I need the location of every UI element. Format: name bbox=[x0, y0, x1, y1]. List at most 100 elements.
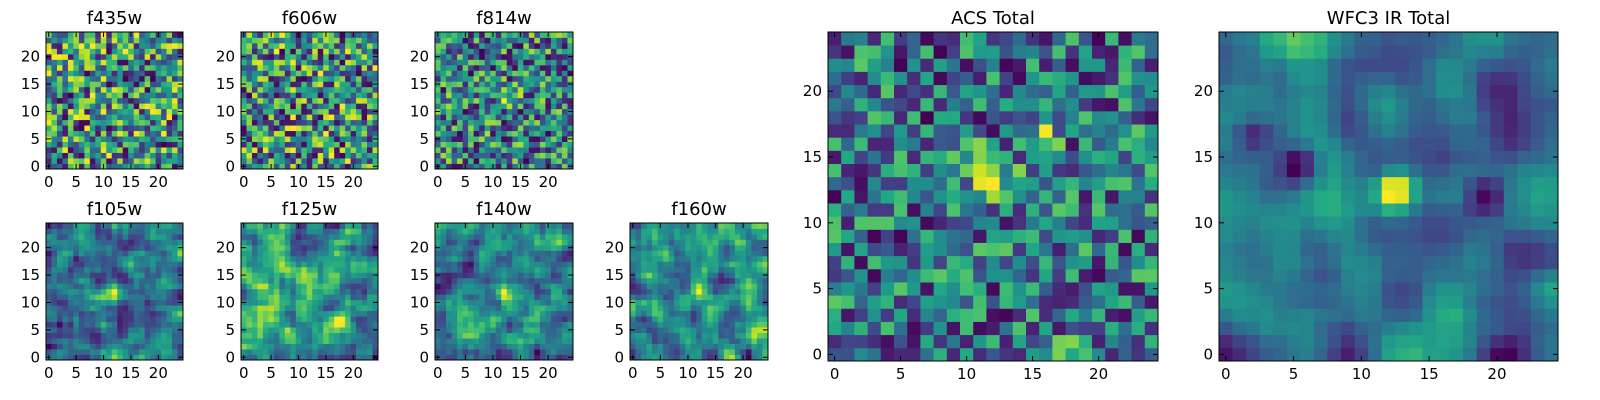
heatmap-cell bbox=[339, 310, 346, 317]
y-tick-label: 0 bbox=[419, 348, 429, 366]
heatmap-cell bbox=[84, 327, 91, 333]
heatmap-cell bbox=[73, 288, 80, 295]
heatmap-cell bbox=[128, 310, 135, 317]
heatmap-cell bbox=[545, 305, 552, 312]
heatmap-cell bbox=[51, 147, 58, 153]
heatmap-cell bbox=[84, 332, 91, 339]
heatmap-cell bbox=[172, 92, 178, 99]
heatmap-cell bbox=[745, 261, 752, 268]
heatmap-cell bbox=[128, 97, 135, 104]
heatmap-cell bbox=[756, 261, 763, 268]
heatmap-cell bbox=[468, 272, 475, 279]
heatmap-cell bbox=[62, 288, 69, 295]
heatmap-cell bbox=[361, 277, 368, 284]
heatmap-cell bbox=[495, 277, 502, 284]
heatmap-cell bbox=[550, 75, 557, 82]
heatmap-cell bbox=[95, 266, 102, 273]
heatmap-cell bbox=[51, 141, 58, 148]
heatmap-cell bbox=[117, 86, 124, 93]
heatmap-cell bbox=[339, 305, 346, 312]
heatmap-cell bbox=[73, 255, 80, 262]
heatmap-cell bbox=[523, 233, 530, 240]
heatmap-cell bbox=[111, 299, 118, 306]
heatmap-cell bbox=[73, 114, 80, 121]
heatmap-cell bbox=[46, 147, 52, 153]
heatmap-cell bbox=[279, 321, 286, 328]
heatmap-cell bbox=[290, 163, 297, 170]
heatmap-cell bbox=[451, 250, 458, 257]
heatmap-cell bbox=[1092, 321, 1106, 336]
heatmap-cell bbox=[523, 283, 530, 290]
heatmap-cell bbox=[528, 349, 535, 355]
heatmap-cell bbox=[880, 176, 895, 191]
heatmap-cell bbox=[841, 216, 855, 230]
x-tick-label: 20 bbox=[344, 173, 363, 191]
heatmap-cell bbox=[751, 261, 758, 268]
heatmap-cell bbox=[468, 130, 475, 137]
heatmap-cell bbox=[84, 310, 91, 317]
heatmap-cell bbox=[867, 268, 882, 283]
heatmap-cell bbox=[539, 239, 546, 246]
heatmap-cell bbox=[490, 141, 497, 148]
heatmap-cell bbox=[273, 255, 280, 262]
heatmap-cell bbox=[273, 338, 280, 344]
heatmap-cell bbox=[473, 250, 480, 257]
heatmap-cell bbox=[150, 239, 156, 246]
heatmap-cell bbox=[1026, 176, 1040, 191]
heatmap-cell bbox=[323, 42, 330, 49]
heatmap-cell bbox=[273, 97, 280, 104]
heatmap-cell bbox=[312, 250, 319, 257]
heatmap-cell bbox=[117, 338, 124, 344]
heatmap-cell bbox=[301, 223, 308, 229]
heatmap-cell bbox=[545, 92, 552, 99]
heatmap-cell bbox=[177, 37, 184, 44]
heatmap-cell bbox=[729, 277, 736, 284]
heatmap-cell bbox=[723, 266, 730, 273]
heatmap-cell bbox=[523, 354, 530, 361]
heatmap-cell bbox=[78, 299, 85, 306]
heatmap-cell bbox=[257, 92, 264, 99]
heatmap-cell bbox=[345, 272, 351, 279]
heatmap-cell bbox=[262, 70, 269, 77]
heatmap-cell bbox=[723, 255, 730, 262]
heatmap-cell bbox=[284, 294, 291, 301]
y-tick-label: 5 bbox=[225, 130, 235, 148]
heatmap-cell bbox=[657, 272, 664, 279]
heatmap-cell bbox=[1026, 308, 1040, 322]
heatmap-cell bbox=[718, 233, 725, 240]
heatmap-cell bbox=[268, 316, 275, 323]
heatmap-cell bbox=[328, 288, 335, 295]
heatmap-cell bbox=[490, 81, 497, 88]
heatmap-cell bbox=[517, 277, 524, 284]
heatmap-cell bbox=[295, 316, 302, 323]
heatmap-cell bbox=[339, 250, 346, 257]
heatmap-cell bbox=[652, 294, 658, 301]
heatmap-cell bbox=[144, 228, 151, 235]
heatmap-cell bbox=[490, 158, 497, 164]
heatmap-cell bbox=[701, 299, 708, 306]
heatmap-cell bbox=[84, 147, 91, 153]
heatmap-cell bbox=[56, 305, 63, 312]
heatmap-cell bbox=[106, 277, 113, 284]
heatmap-cell bbox=[150, 136, 156, 142]
heatmap-cell bbox=[556, 32, 563, 38]
heatmap-cell bbox=[257, 277, 264, 284]
heatmap-cell bbox=[690, 294, 697, 301]
heatmap-cell bbox=[172, 81, 178, 88]
heatmap-cell bbox=[133, 125, 140, 132]
heatmap-cell bbox=[100, 136, 107, 142]
y-tick-label: 5 bbox=[30, 321, 40, 339]
heatmap-cell bbox=[323, 277, 330, 284]
heatmap-cell bbox=[312, 119, 319, 126]
heatmap-cell bbox=[323, 233, 330, 240]
heatmap-cell bbox=[745, 321, 752, 328]
heatmap-cell bbox=[166, 75, 173, 82]
heatmap-cell bbox=[246, 294, 253, 301]
heatmap-cell bbox=[122, 114, 129, 121]
heatmap-cell bbox=[144, 316, 151, 323]
heatmap-cell bbox=[166, 327, 173, 333]
heatmap-cell bbox=[62, 255, 69, 262]
heatmap-cell bbox=[740, 338, 747, 344]
heatmap-cell bbox=[67, 103, 74, 110]
heatmap-cell bbox=[317, 42, 324, 49]
